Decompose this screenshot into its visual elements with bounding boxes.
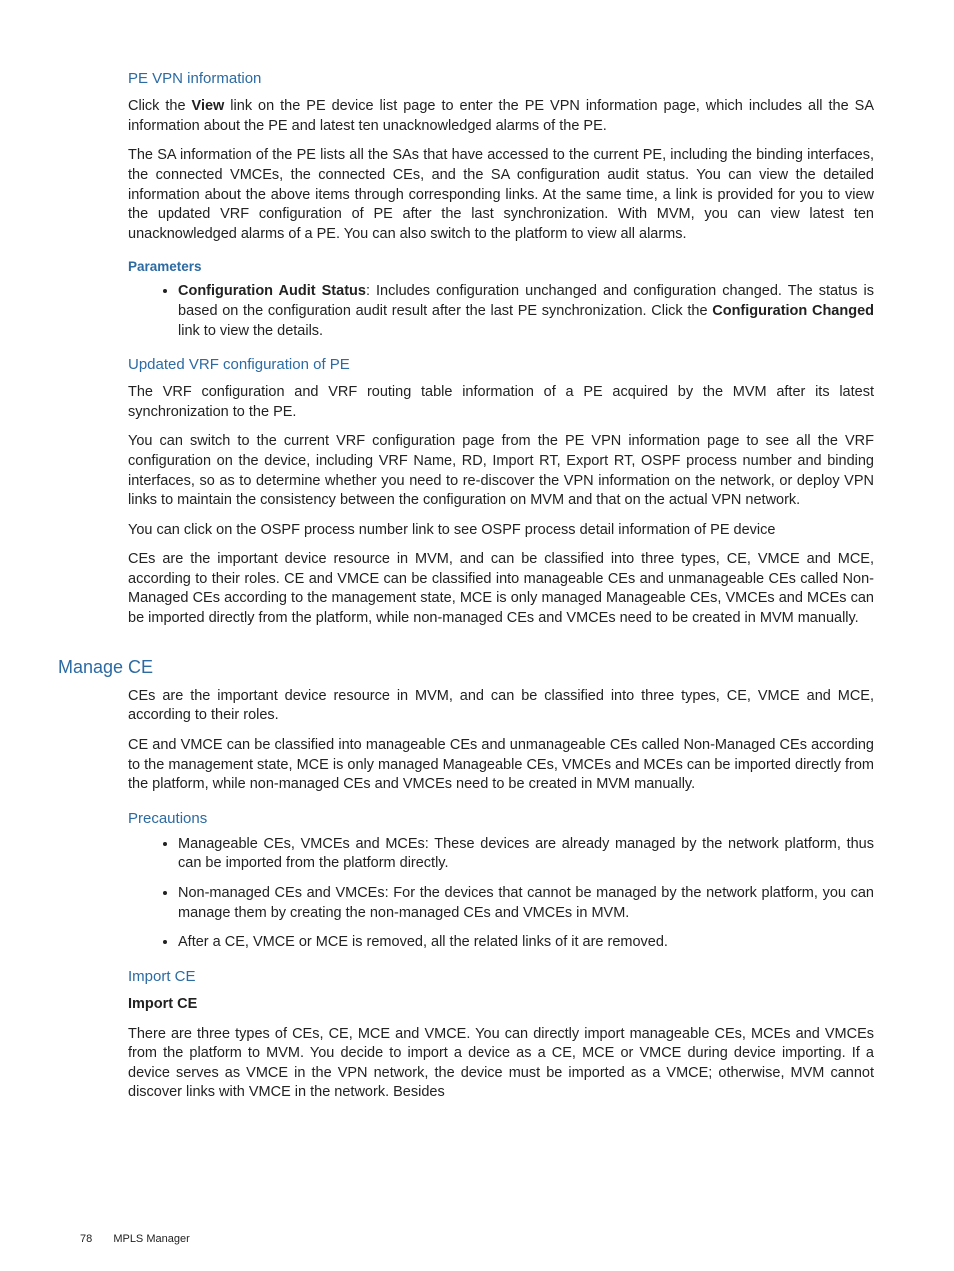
paragraph: You can switch to the current VRF config… — [128, 432, 874, 510]
text: link on the PE device list page to enter… — [128, 98, 874, 134]
text-bold-view: View — [192, 98, 225, 114]
page-footer: 78 MPLS Manager — [80, 1232, 190, 1247]
heading-parameters: Parameters — [128, 258, 874, 276]
paragraph: CEs are the important device resource in… — [128, 550, 874, 628]
paragraph: You can click on the OSPF process number… — [128, 521, 874, 541]
list-item: After a CE, VMCE or MCE is removed, all … — [178, 933, 874, 953]
paragraph: CEs are the important device resource in… — [128, 687, 874, 726]
text-bold: Configuration Audit Status — [178, 283, 366, 299]
heading-precautions: Precautions — [128, 809, 874, 829]
heading-manage-ce: Manage CE — [58, 655, 874, 679]
list-item: Non-managed CEs and VMCEs: For the devic… — [178, 884, 874, 923]
footer-label: MPLS Manager — [113, 1233, 189, 1245]
paragraph: Click the View link on the PE device lis… — [128, 97, 874, 136]
paragraph: Import CE — [128, 995, 874, 1015]
heading-import-ce: Import CE — [128, 967, 874, 987]
list-item: Configuration Audit Status: Includes con… — [178, 282, 874, 341]
bullet-list: Manageable CEs, VMCEs and MCEs: These de… — [144, 835, 874, 953]
paragraph: CE and VMCE can be classified into manag… — [128, 736, 874, 795]
text: link to view the details. — [178, 323, 323, 339]
heading-pe-vpn-info: PE VPN information — [128, 69, 874, 89]
paragraph: There are three types of CEs, CE, MCE an… — [128, 1025, 874, 1103]
text: Click the — [128, 98, 192, 114]
text-bold: Import CE — [128, 996, 197, 1012]
bullet-list: Configuration Audit Status: Includes con… — [144, 282, 874, 341]
heading-updated-vrf: Updated VRF configuration of PE — [128, 355, 874, 375]
page-content: PE VPN information Click the View link o… — [128, 69, 874, 1103]
text-bold: Configuration Changed — [712, 303, 874, 319]
page-number: 78 — [80, 1233, 92, 1245]
paragraph: The SA information of the PE lists all t… — [128, 146, 874, 244]
paragraph: The VRF configuration and VRF routing ta… — [128, 383, 874, 422]
list-item: Manageable CEs, VMCEs and MCEs: These de… — [178, 835, 874, 874]
